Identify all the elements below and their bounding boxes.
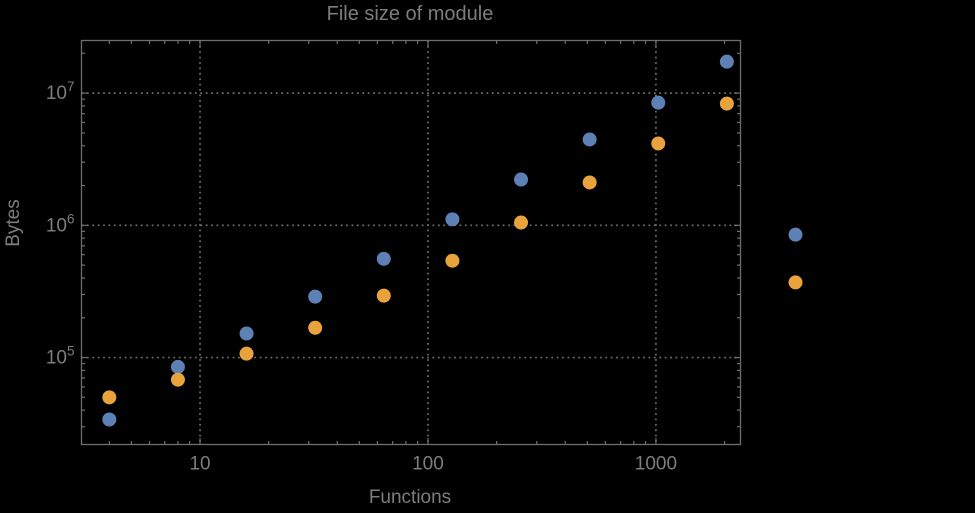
x-tick-label: 1000 [635,454,677,475]
data-point-blue [445,212,460,227]
data-point-blue [719,54,734,69]
data-point-blue [308,289,323,304]
data-point-orange [239,346,254,361]
chart-title: File size of module [326,3,494,25]
data-point-blue [239,326,254,341]
data-point-blue [170,359,185,374]
x-tick-label: 10 [189,454,210,475]
plot-frame [80,39,742,446]
y-tick-exponent: 6 [67,211,75,226]
y-tick-exponent: 5 [67,344,75,359]
data-point-blue [376,251,391,266]
data-point-blue [582,132,597,147]
data-point-orange [308,320,323,335]
data-point-orange [376,288,391,303]
x-tick-label: 100 [412,454,444,475]
data-point-blue [788,227,803,242]
data-point-orange [514,215,529,230]
y-tick-label: 107 [46,79,75,104]
data-point-orange [445,253,460,268]
y-tick-label: 106 [46,211,75,236]
data-point-orange [102,390,117,405]
data-point-orange [788,275,803,290]
data-point-orange [651,136,666,151]
x-axis-label: Functions [368,487,452,508]
y-axis-label: Bytes [3,199,24,247]
data-point-blue [651,95,666,110]
data-point-orange [719,96,734,111]
data-point-blue [514,172,529,187]
y-tick-label: 105 [46,344,75,369]
y-tick-exponent: 7 [67,79,75,94]
data-point-blue [102,412,117,427]
data-point-orange [582,175,597,190]
data-point-orange [170,372,185,387]
